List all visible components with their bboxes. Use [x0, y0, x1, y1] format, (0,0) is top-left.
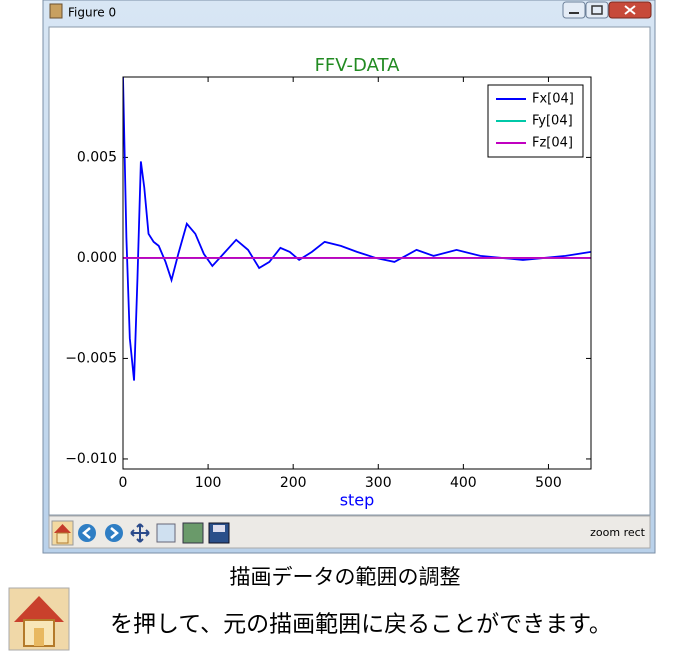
x-tick-label: 500: [535, 475, 562, 491]
series-line: [123, 77, 591, 381]
y-tick-label: 0.005: [77, 149, 117, 165]
x-tick-label: 200: [280, 475, 307, 491]
back-button[interactable]: [78, 524, 96, 542]
window-icon: [49, 3, 63, 19]
toolbar-status: zoom rect: [590, 526, 646, 539]
window-title: Figure 0: [68, 6, 116, 20]
subplots-button[interactable]: [182, 522, 204, 544]
y-tick-label: −0.005: [65, 350, 117, 366]
forward-button[interactable]: [105, 524, 123, 542]
home-icon: [8, 587, 70, 651]
y-tick-label: −0.010: [65, 451, 117, 467]
x-tick-label: 100: [195, 475, 222, 491]
x-axis-label: step: [340, 491, 375, 510]
chart: FFV-DATA step 0 100 200 300 400 500 −0.010 −0.005…: [65, 55, 592, 510]
toolbar: [48, 515, 651, 549]
y-tick-label: 0.000: [77, 250, 117, 266]
instruction-text: を押して、元の描画範囲に戻ることができます。: [110, 612, 612, 638]
legend-label: Fy[04]: [532, 114, 573, 129]
x-tick-label: 400: [450, 475, 477, 491]
legend-label: Fx[04]: [532, 92, 574, 107]
axes-frame: [122, 76, 592, 470]
minimize-button[interactable]: [562, 1, 586, 19]
x-tick-label: 0: [119, 475, 128, 491]
home-button[interactable]: [51, 520, 74, 546]
pan-button[interactable]: [130, 523, 150, 543]
legend-label: Fz[04]: [532, 136, 573, 151]
caption: 描画データの範囲の調整: [230, 565, 461, 589]
maximize-button[interactable]: [585, 1, 609, 19]
chart-title: FFV-DATA: [315, 55, 401, 76]
zoom-button[interactable]: [156, 523, 176, 543]
x-tick-label: 300: [365, 475, 392, 491]
